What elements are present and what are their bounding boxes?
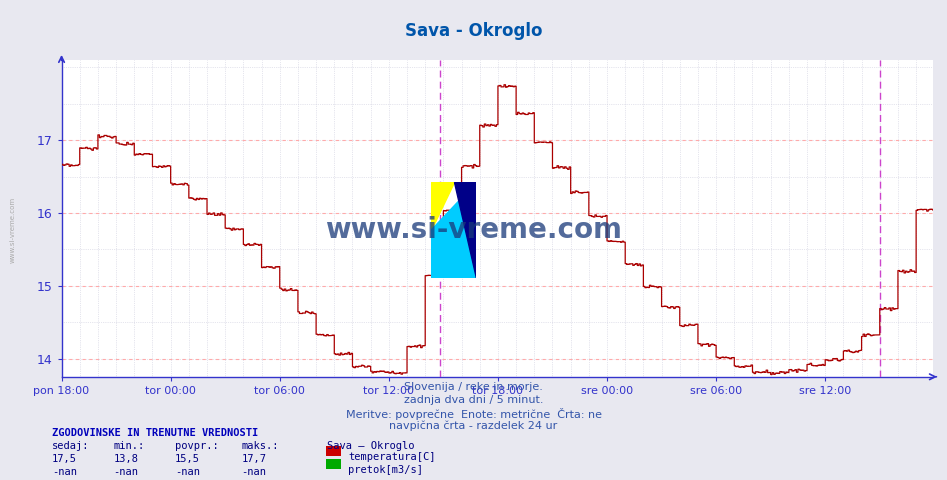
Text: 15,5: 15,5 [175, 454, 200, 464]
Text: -nan: -nan [114, 467, 138, 477]
Text: Sava - Okroglo: Sava - Okroglo [404, 22, 543, 40]
Text: navpična črta - razdelek 24 ur: navpična črta - razdelek 24 ur [389, 420, 558, 431]
Text: Slovenija / reke in morje.: Slovenija / reke in morje. [404, 382, 543, 392]
Text: -nan: -nan [52, 467, 77, 477]
Text: www.si-vreme.com: www.si-vreme.com [9, 197, 15, 264]
Text: zadnja dva dni / 5 minut.: zadnja dva dni / 5 minut. [403, 395, 544, 405]
Text: pretok[m3/s]: pretok[m3/s] [348, 465, 423, 475]
Polygon shape [431, 182, 454, 230]
Text: www.si-vreme.com: www.si-vreme.com [325, 216, 622, 244]
Text: min.:: min.: [114, 441, 145, 451]
Text: temperatura[C]: temperatura[C] [348, 452, 436, 462]
Text: -nan: -nan [175, 467, 200, 477]
Text: -nan: -nan [241, 467, 266, 477]
Text: Meritve: povprečne  Enote: metrične  Črta: ne: Meritve: povprečne Enote: metrične Črta:… [346, 408, 601, 420]
Text: 13,8: 13,8 [114, 454, 138, 464]
Text: sedaj:: sedaj: [52, 441, 90, 451]
Text: Sava – Okroglo: Sava – Okroglo [327, 441, 414, 451]
Text: maks.:: maks.: [241, 441, 279, 451]
Polygon shape [431, 182, 476, 278]
Text: 17,7: 17,7 [241, 454, 266, 464]
Text: ZGODOVINSKE IN TRENUTNE VREDNOSTI: ZGODOVINSKE IN TRENUTNE VREDNOSTI [52, 428, 259, 438]
Polygon shape [454, 182, 476, 278]
Text: 17,5: 17,5 [52, 454, 77, 464]
Text: povpr.:: povpr.: [175, 441, 219, 451]
